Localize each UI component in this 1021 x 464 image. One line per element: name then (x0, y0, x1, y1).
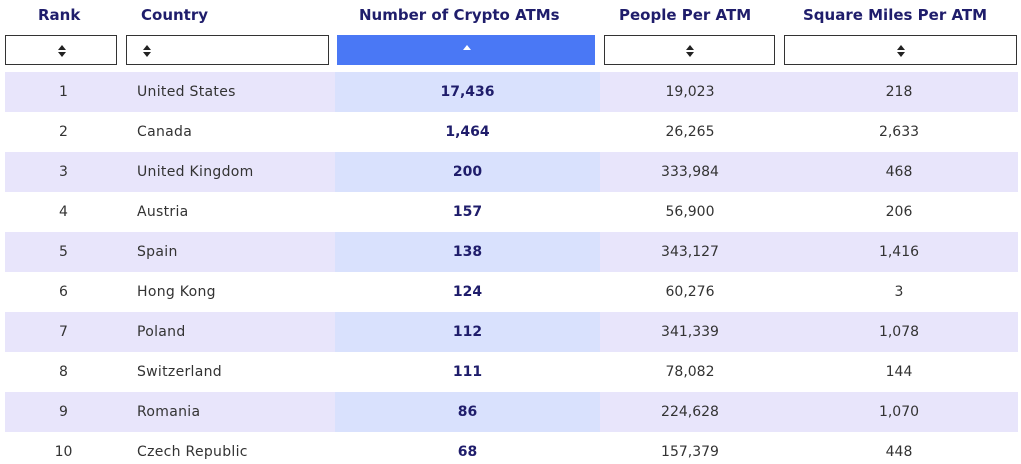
rank-cell: 7 (59, 324, 68, 340)
sq-miles-cell: 448 (885, 444, 913, 460)
sq-miles-cell: 2,633 (878, 124, 920, 140)
people-per-atm-cell: 224,628 (661, 404, 719, 420)
sort-button[interactable] (784, 35, 1017, 65)
sort-icon (897, 45, 905, 57)
table-row: 2 Canada 1,464 26,265 2,633 (5, 112, 1018, 152)
country-cell: Romania (137, 404, 201, 420)
atm-count-cell: 17,436 (440, 84, 495, 100)
sorted-column-highlight (335, 392, 600, 432)
rank-cell: 6 (59, 284, 68, 300)
sort-icon (143, 45, 151, 57)
country-cell: Czech Republic (137, 444, 248, 460)
sort-button[interactable] (5, 35, 117, 65)
sort-icon (463, 45, 471, 50)
sort-button[interactable] (337, 35, 595, 65)
people-per-atm-cell: 60,276 (665, 284, 715, 300)
sort-icon (58, 45, 66, 57)
rank-cell: 1 (59, 84, 68, 100)
people-per-atm-cell: 56,900 (665, 204, 715, 220)
atm-count-cell: 86 (457, 404, 478, 420)
atm-count-cell: 138 (452, 244, 483, 260)
table-row: 1 United States 17,436 19,023 218 (5, 72, 1018, 112)
country-cell: Canada (137, 124, 193, 140)
table-row: 5 Spain 138 343,127 1,416 (5, 232, 1018, 272)
country-cell: Hong Kong (137, 284, 216, 300)
people-per-atm-cell: 333,984 (661, 164, 719, 180)
rank-cell: 4 (59, 204, 68, 220)
rank-cell: 5 (59, 244, 68, 260)
atm-count-cell: 124 (452, 284, 483, 300)
atm-count-cell: 112 (452, 324, 483, 340)
rank-cell: 9 (59, 404, 68, 420)
sort-button[interactable] (126, 35, 329, 65)
table-row: 4 Austria 157 56,900 206 (5, 192, 1018, 232)
table-row: 10 Czech Republic 68 157,379 448 (5, 432, 1018, 464)
sq-miles-cell: 468 (885, 164, 913, 180)
sq-miles-cell: 3 (894, 284, 904, 300)
country-cell: Austria (137, 204, 189, 220)
sq-miles-cell: 1,078 (878, 324, 920, 340)
table-row: 9 Romania 86 224,628 1,070 (5, 392, 1018, 432)
table-row: 8 Switzerland 111 78,082 144 (5, 352, 1018, 392)
country-cell: Switzerland (137, 364, 222, 380)
rank-cell: 10 (54, 444, 73, 460)
sq-miles-cell: 218 (885, 84, 913, 100)
sq-miles-cell: 144 (885, 364, 913, 380)
people-per-atm-cell: 19,023 (665, 84, 715, 100)
people-per-atm-cell: 26,265 (665, 124, 715, 140)
column-header: People Per ATM (619, 6, 752, 24)
atm-count-cell: 68 (457, 444, 478, 460)
column-header: Country (141, 6, 209, 24)
table-row: 6 Hong Kong 124 60,276 3 (5, 272, 1018, 312)
people-per-atm-cell: 78,082 (665, 364, 715, 380)
people-per-atm-cell: 157,379 (661, 444, 719, 460)
atm-count-cell: 1,464 (445, 124, 490, 140)
atm-count-cell: 200 (452, 164, 483, 180)
country-cell: Poland (137, 324, 186, 340)
rank-cell: 3 (59, 164, 68, 180)
atm-count-cell: 111 (452, 364, 483, 380)
sort-button[interactable] (604, 35, 775, 65)
people-per-atm-cell: 343,127 (661, 244, 719, 260)
people-per-atm-cell: 341,339 (661, 324, 719, 340)
country-cell: United Kingdom (137, 164, 254, 180)
rank-cell: 8 (59, 364, 68, 380)
column-header: Number of Crypto ATMs (359, 6, 560, 24)
sorted-column-highlight (335, 72, 600, 112)
column-header: Square Miles Per ATM (803, 6, 988, 24)
column-header: Rank (38, 6, 81, 24)
sq-miles-cell: 206 (885, 204, 913, 220)
sq-miles-cell: 1,070 (878, 404, 920, 420)
sorted-column-highlight (335, 232, 600, 272)
sq-miles-cell: 1,416 (878, 244, 920, 260)
sorted-column-highlight (335, 152, 600, 192)
country-cell: United States (137, 84, 236, 100)
table-row: 7 Poland 112 341,339 1,078 (5, 312, 1018, 352)
country-cell: Spain (137, 244, 178, 260)
atm-count-cell: 157 (452, 204, 483, 220)
table-row: 3 United Kingdom 200 333,984 468 (5, 152, 1018, 192)
sorted-column-highlight (335, 312, 600, 352)
rank-cell: 2 (59, 124, 68, 140)
sort-icon (686, 45, 694, 57)
